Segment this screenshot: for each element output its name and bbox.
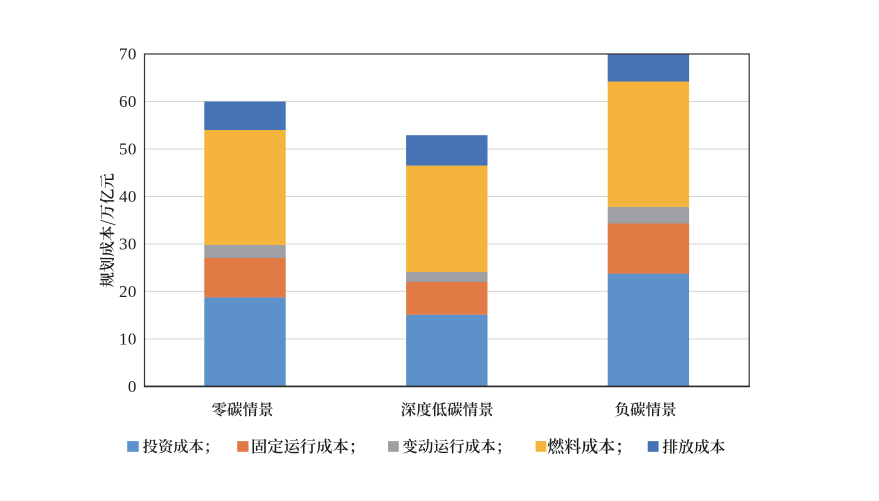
- svg-text:0: 0: [128, 377, 137, 396]
- svg-text:60: 60: [119, 92, 137, 111]
- svg-text:40: 40: [119, 187, 137, 206]
- svg-text:10: 10: [119, 329, 137, 348]
- svg-text:30: 30: [119, 234, 137, 253]
- svg-text:50: 50: [119, 140, 137, 159]
- svg-text:20: 20: [119, 282, 137, 301]
- svg-text:70: 70: [119, 45, 137, 64]
